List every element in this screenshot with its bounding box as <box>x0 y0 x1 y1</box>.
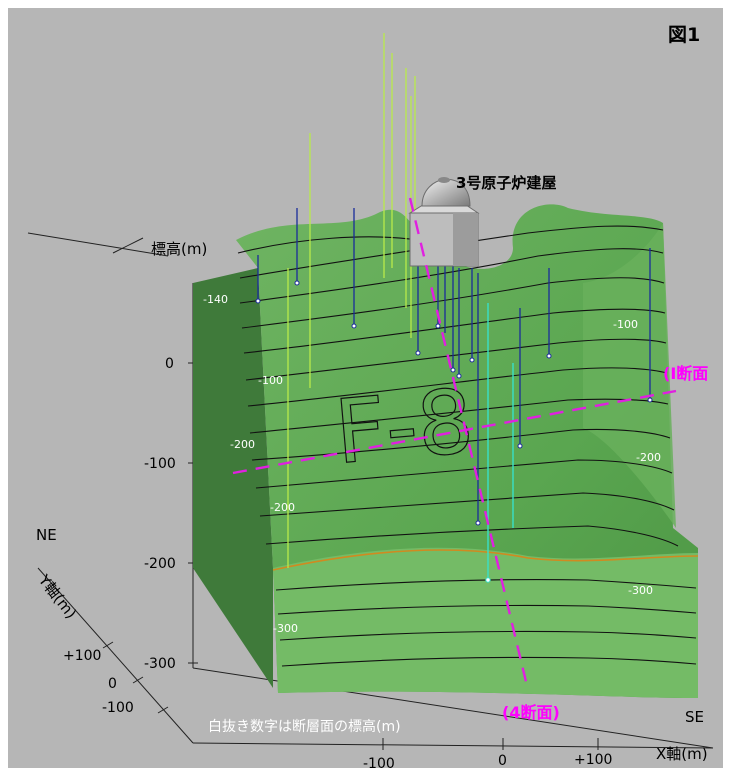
y-tick-1: 0 <box>108 676 117 692</box>
figure-frame: F-8 <box>8 8 723 768</box>
y-dir-label: NE <box>36 526 57 544</box>
reactor-building <box>408 177 480 267</box>
x-dir-label: SE <box>685 708 704 726</box>
x-tick-0: -100 <box>363 756 395 768</box>
z-tick-2: -200 <box>144 556 176 572</box>
building-label: 3号原子炉建屋 <box>456 174 556 192</box>
contour-label: -300 <box>273 622 298 635</box>
section-v-label: (4断面) <box>502 703 560 722</box>
boreholes-cyan <box>487 303 514 580</box>
contour-label: -100 <box>613 318 638 331</box>
fault-label: F-8 <box>331 369 478 484</box>
figure-label: 図1 <box>668 24 700 46</box>
contour-label: -200 <box>636 451 661 464</box>
section-lines <box>232 197 677 691</box>
z-tick-3: -300 <box>144 656 176 672</box>
note-text: 白抜き数字は断層面の標高(m) <box>208 718 401 735</box>
y-axis-label: Y軸(m) <box>34 571 80 623</box>
axis-ticks <box>102 362 599 750</box>
x-tick-1: 0 <box>498 753 507 768</box>
z-axis-label: 標高(m) <box>151 240 207 258</box>
borehole-ends <box>255 280 653 583</box>
z-tick-1: -100 <box>144 456 176 472</box>
contour-label: -200 <box>270 501 295 514</box>
y-tick-2: -100 <box>102 700 134 716</box>
fault-3d-diagram: F-8 <box>27 24 714 768</box>
section-h-label: (Ⅰ断面 <box>663 364 708 383</box>
z-tick-0: 0 <box>165 356 174 372</box>
contour-label: -100 <box>258 374 283 387</box>
contour-lines <box>237 225 697 667</box>
y-tick-0: +100 <box>63 648 101 664</box>
contour-label: -300 <box>628 584 653 597</box>
x-tick-2: +100 <box>574 752 612 768</box>
contour-label: -140 <box>203 293 228 306</box>
contour-label: -200 <box>230 438 255 451</box>
x-axis-label: X軸(m) <box>656 745 708 763</box>
